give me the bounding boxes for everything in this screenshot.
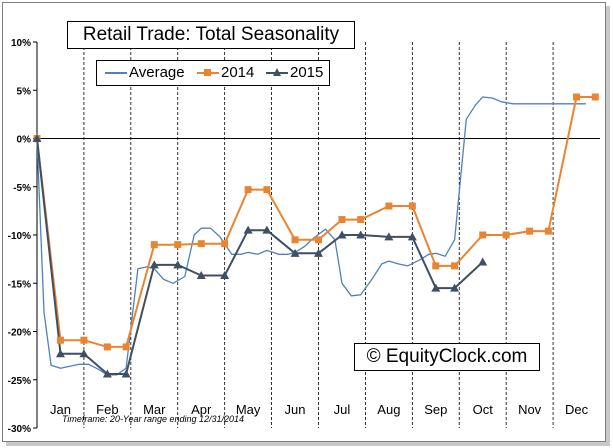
series-2014-point (122, 343, 130, 351)
series-2015-point (290, 248, 300, 257)
series-average-line (36, 96, 586, 376)
legend-swatch-average (105, 72, 127, 74)
x-tick-label: Jul (334, 402, 351, 417)
series-2014-point (56, 336, 64, 344)
series-2014-point (544, 227, 552, 235)
y-tick-label: 5% (17, 86, 32, 97)
series-2015-point (55, 349, 65, 358)
series-2014-point (479, 231, 487, 239)
series-2014-point (174, 241, 182, 249)
x-tick-labels: Jan Feb Mar Apr May Jun Jul Aug Sep Oct Nov Dec (50, 402, 589, 417)
series-2014-point (150, 241, 158, 249)
legend-marker-2015 (273, 68, 281, 76)
x-tick-label: Oct (473, 402, 494, 417)
legend-marker-2014 (204, 69, 211, 76)
series-2014-point (244, 186, 252, 194)
series-2015-point (384, 232, 394, 241)
y-tick-label: -25% (8, 376, 31, 387)
frame-shadow-right (606, 6, 610, 444)
x-tick-label: Jan (50, 402, 71, 417)
series-2015-point (102, 369, 112, 378)
chart-title: Retail Trade: Total Seasonality (67, 21, 355, 49)
series-2014-point (591, 93, 599, 101)
series-2015-point (32, 134, 42, 142)
series-2014-point (573, 93, 581, 101)
legend-label-2014: 2014 (221, 64, 255, 81)
series-2014-point (221, 240, 229, 248)
series-2015-point (478, 257, 488, 266)
x-tick-label: Sep (424, 402, 447, 417)
series-2014-point (315, 236, 322, 244)
series-2015-point (173, 260, 183, 269)
copyright-watermark: © EquityClock.com (354, 343, 540, 371)
series-2014-point (526, 227, 534, 235)
x-tick-label: Mar (143, 402, 166, 417)
series-2014-point (502, 231, 510, 239)
series-group (32, 93, 599, 378)
series-2015-point (450, 283, 460, 292)
y-tick-label: -30% (8, 424, 31, 435)
y-tick-label: 0% (17, 135, 32, 146)
y-tick-label: 10% (11, 38, 31, 49)
series-2015-line (36, 138, 484, 375)
series-2014-point (103, 343, 111, 351)
y-tick-label: -20% (8, 328, 31, 339)
legend-label-average: Average (129, 64, 185, 81)
y-tick-label: -10% (8, 231, 31, 242)
series-2014-point (263, 186, 271, 194)
series-2015-point (79, 349, 89, 358)
series-2015-point (196, 271, 206, 280)
y-tick-label: -15% (8, 279, 31, 290)
series-2015-point (314, 248, 323, 257)
series-2014-point (80, 336, 88, 344)
x-tick-label: Dec (565, 402, 589, 417)
x-tick-label: Feb (96, 402, 118, 417)
series-2015-point (407, 232, 417, 241)
x-tick-label: May (236, 402, 261, 417)
series-2014-point (451, 262, 459, 270)
y-tick-label: -5% (13, 183, 31, 194)
series-2014-point (197, 240, 205, 248)
series-2015-point (149, 260, 159, 269)
series-2014-point (432, 262, 440, 270)
x-tick-label: Jun (285, 402, 306, 417)
series-2015-point (121, 369, 131, 378)
series-2014-point (291, 236, 299, 244)
legend: Average 2014 2015 (96, 60, 330, 86)
x-tick-label: Aug (377, 402, 400, 417)
series-2015-point (262, 225, 272, 234)
series-2014-point (338, 216, 346, 224)
y-tick-labels: 10% 5% 0% -5% -10% -15% -20% -25% -30% (8, 38, 37, 435)
legend-label-2015: 2015 (290, 64, 324, 81)
series-2014-point (408, 202, 416, 210)
series-2015-point (337, 230, 347, 239)
x-tick-label: Apr (191, 402, 212, 417)
series-2014-point (385, 202, 393, 210)
series-2015-point (431, 283, 441, 292)
series-2015-point (220, 271, 230, 280)
x-tick-label: Nov (518, 402, 542, 417)
frame-shadow-bottom (6, 442, 610, 446)
series-2014-point (357, 216, 365, 224)
series-2015-point (243, 225, 253, 234)
series-2015-point (356, 230, 366, 239)
timeframe-note: Timeframe: 20-Year range ending 12/31/20… (62, 414, 245, 424)
